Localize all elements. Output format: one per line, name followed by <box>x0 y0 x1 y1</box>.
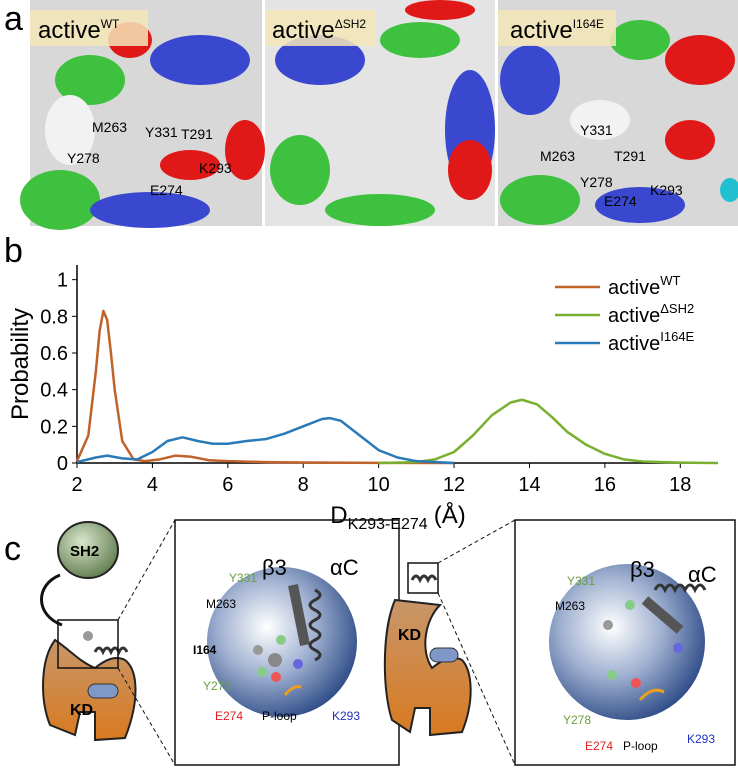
diagram-label: Y331 <box>567 574 595 588</box>
diagram-label: E274 <box>585 739 613 753</box>
x-tick-label: 14 <box>518 474 540 496</box>
diagram-label: P-loop <box>623 739 658 753</box>
x-tick-label: 18 <box>669 474 691 496</box>
diagram-label: β3 <box>630 557 655 582</box>
kinase-cartoon: β3 αC SH2 KD Y331 M263 I164 Y278 E274 P-… <box>40 519 400 766</box>
x-tick-label: 8 <box>298 474 309 496</box>
panel-label: b <box>4 232 23 270</box>
residue-label: E274 <box>150 182 183 198</box>
y-tick-label: 1 <box>57 270 68 292</box>
residue-label: Y278 <box>67 150 100 166</box>
x-tick-label: 6 <box>222 474 233 496</box>
diagram-label: αC <box>688 562 717 587</box>
residue-label: K293 <box>650 182 683 198</box>
panel-title: activeWT <box>30 10 148 46</box>
y-tick-label: 0.2 <box>40 416 68 438</box>
legend-label: activeWT <box>608 273 681 299</box>
diagram-label: M263 <box>206 597 236 611</box>
x-tick-label: 16 <box>594 474 616 496</box>
panel-title: activeΔSH2 <box>265 10 375 46</box>
series-line <box>75 309 455 465</box>
diagram-label: SH2 <box>70 543 99 560</box>
series-line <box>378 398 719 465</box>
diagram-label: Y278 <box>203 679 231 693</box>
legend-name: active <box>608 333 660 355</box>
diagram-label: I164 <box>193 643 217 657</box>
diagram-label: P-loop <box>262 709 297 723</box>
residue-label: Y331 <box>580 122 613 138</box>
diagram-label: E274 <box>215 709 243 723</box>
residue-label: Y331 <box>145 124 178 140</box>
diagram-label: KD <box>398 627 421 644</box>
diagram-label: K293 <box>687 732 715 746</box>
y-tick-label: 0 <box>57 453 68 475</box>
x-tick-label: 2 <box>71 474 82 496</box>
residue-label: M263 <box>92 119 127 135</box>
kinase-cartoon: β3 αC KD Y331 M263 Y278 E274 P-loop K293 <box>383 519 736 766</box>
x-tick-label: 10 <box>368 474 390 496</box>
legend-superscript: WT <box>660 273 680 288</box>
x-axis-label: DK293-E274 (Å) <box>330 501 465 533</box>
residue-label: E274 <box>604 193 637 209</box>
surface-image <box>498 0 738 226</box>
y-tick-label: 0.6 <box>40 343 68 365</box>
legend-superscript: ΔSH2 <box>660 301 694 316</box>
title-text: activeI164E <box>510 17 604 44</box>
legend-label: activeΔSH2 <box>608 301 694 327</box>
title-text: activeΔSH2 <box>272 17 366 44</box>
residue-label: M263 <box>540 148 575 164</box>
legend-label: activeI164E <box>608 329 695 355</box>
line-chart: 00.20.40.60.812 4 6 8 10 12 14 16 18activeWTacti… <box>40 265 719 496</box>
diagram-label: KD <box>70 702 93 719</box>
panel-label: c <box>4 530 21 568</box>
y-axis-label: Probability <box>7 308 34 420</box>
diagram-label: K293 <box>332 709 360 723</box>
x-tick-label: 4 <box>147 474 158 496</box>
panel-title: activeI164E <box>498 10 616 46</box>
y-tick-label: 0.4 <box>40 380 68 402</box>
x-tick-label: 12 <box>443 474 465 496</box>
diagram-label: Y331 <box>229 571 257 585</box>
residue-label: K293 <box>199 160 232 176</box>
diagram-label: M263 <box>555 599 585 613</box>
legend-name: active <box>608 305 660 327</box>
series-line <box>76 416 455 465</box>
residue-label: T291 <box>181 126 213 142</box>
diagram-label: Y278 <box>563 713 591 727</box>
diagram-label: β3 <box>262 555 287 580</box>
legend-name: active <box>608 277 660 299</box>
title-text: activeWT <box>38 17 120 44</box>
legend-superscript: I164E <box>660 329 694 344</box>
residue-label: T291 <box>614 148 646 164</box>
y-tick-label: 0.8 <box>40 306 68 328</box>
residue-label: Y278 <box>580 174 613 190</box>
diagram-label: αC <box>330 555 359 580</box>
panel-label: a <box>4 0 23 38</box>
